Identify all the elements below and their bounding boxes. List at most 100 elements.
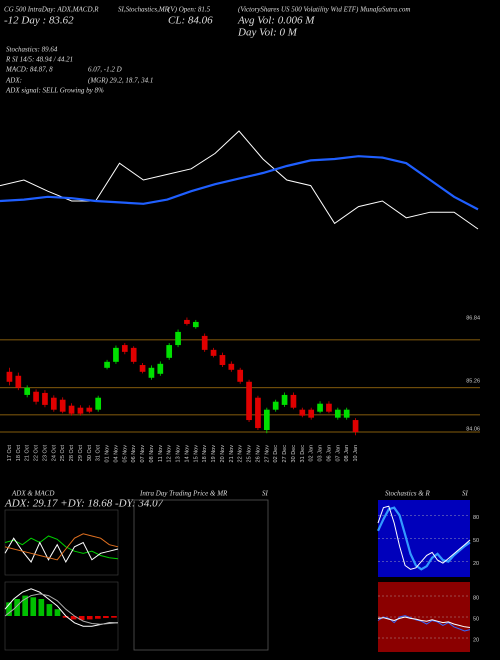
x-tick-label: 29 Oct xyxy=(78,445,84,462)
x-tick-label: 21 Nov xyxy=(229,445,235,463)
series-line xyxy=(4,533,119,561)
header-text: (VictoryShares US 500 Volatility Wtd ETF… xyxy=(238,6,410,14)
x-tick-label: 07 Nov xyxy=(140,445,146,463)
panel-title: SI xyxy=(262,490,269,498)
histogram-bar xyxy=(94,616,101,619)
candle-body xyxy=(255,397,261,429)
candle-body xyxy=(308,409,315,418)
x-tick-label: 17 Oct xyxy=(7,445,13,462)
histogram-bar xyxy=(14,599,20,616)
x-tick-label: 27 Dec xyxy=(282,445,288,463)
histogram-bar xyxy=(62,616,69,618)
x-tick-label: 02 Jan xyxy=(309,445,315,462)
header-text: -12 Day : 83.62 xyxy=(4,15,74,27)
y-tick-label: 50 xyxy=(473,538,479,544)
histogram-bar xyxy=(38,599,45,616)
x-tick-label: 23 Oct xyxy=(42,445,48,462)
candle-body xyxy=(201,335,208,350)
x-tick-label: 22 Oct xyxy=(34,445,40,462)
x-tick-label: 13 Nov xyxy=(176,445,182,463)
x-tick-label: 10 Jan xyxy=(353,445,359,462)
x-tick-label: 31 Oct xyxy=(96,445,102,462)
candle-body xyxy=(228,363,235,370)
x-tick-label: 25 Oct xyxy=(60,445,66,462)
y-tick-label: 50 xyxy=(473,616,479,622)
info-text: ADX signal: SELL Growing by 8% xyxy=(5,87,104,95)
candle-body xyxy=(166,345,173,358)
series-line xyxy=(4,537,119,564)
header-text: Day Vol: 0 M xyxy=(237,27,298,39)
x-tick-label: 27 Nov xyxy=(264,445,270,463)
info-text: R SI 14/5: 48.94 / 44.21 xyxy=(5,56,73,64)
histogram-bar xyxy=(103,616,109,619)
candle-body xyxy=(352,420,359,433)
candle-body xyxy=(237,369,244,382)
x-tick-label: 21 Oct xyxy=(25,445,31,462)
candle-body xyxy=(121,345,128,352)
candle-body xyxy=(157,363,164,374)
candle-body xyxy=(175,331,181,346)
x-tick-label: 08 Nov xyxy=(149,445,155,463)
x-tick-label: 25 Nov xyxy=(247,445,253,463)
candle-body xyxy=(77,407,84,414)
candle-body xyxy=(130,347,137,362)
x-tick-label: 15 Nov xyxy=(193,445,199,463)
histogram-bar xyxy=(78,616,85,621)
series-line xyxy=(0,130,479,230)
candle-body xyxy=(113,347,119,362)
x-tick-label: 07 Jan xyxy=(335,445,341,462)
panel-values: ADX: 29.17 +DY: 18.68 -DY: 34.07 xyxy=(4,498,164,510)
info-text: MACD: 84.87, 8 xyxy=(5,66,53,74)
histogram-bar xyxy=(111,616,117,618)
x-tick-label: 06 Nov xyxy=(131,445,137,463)
series-line xyxy=(377,506,471,571)
candle-body xyxy=(192,321,199,328)
y-tick-label: 80 xyxy=(473,515,479,521)
histogram-bar xyxy=(30,597,37,616)
x-tick-label: 18 Nov xyxy=(202,445,208,463)
panel-title: ADX & MACD xyxy=(11,490,54,498)
header-text: Avg Vol: 0.006 M xyxy=(237,15,315,27)
candle-body xyxy=(326,403,332,412)
panel-title: SI xyxy=(462,490,469,498)
histogram-bar xyxy=(70,616,77,620)
series-line xyxy=(377,616,471,628)
x-tick-label: 20 Nov xyxy=(220,445,226,463)
x-tick-label: 18 Oct xyxy=(16,445,22,462)
candle-body xyxy=(281,394,288,405)
info-text: (MGR) 29.2, 18.7, 34.1 xyxy=(88,77,153,85)
histogram-bar xyxy=(22,595,29,616)
x-tick-label: 11 Nov xyxy=(158,445,164,462)
candle-body xyxy=(148,367,155,378)
series-line xyxy=(0,155,479,211)
x-tick-label: 30 Dec xyxy=(291,445,297,463)
x-tick-label: 30 Oct xyxy=(87,445,93,462)
candle-body xyxy=(272,401,279,410)
candle-body xyxy=(42,392,48,405)
candle-body xyxy=(24,387,31,395)
series-line xyxy=(377,505,471,570)
candle-body xyxy=(334,409,341,418)
candle-body xyxy=(33,391,39,402)
panel-title: Stochastics & R xyxy=(385,490,430,498)
y-tick-label: 85.26 xyxy=(466,378,480,384)
series-line xyxy=(4,588,118,627)
candle-body xyxy=(104,361,110,368)
candle-body xyxy=(210,349,217,356)
histogram-bar xyxy=(46,604,53,616)
intraday-panel xyxy=(133,499,269,651)
candle-body xyxy=(139,365,146,372)
x-tick-label: 01 Nov xyxy=(105,445,111,463)
histogram-bar xyxy=(86,616,93,620)
y-tick-label: 80 xyxy=(473,595,479,601)
x-tick-label: 12 Nov xyxy=(167,445,173,463)
candle-body xyxy=(246,381,252,421)
histogram-bar xyxy=(6,602,12,616)
y-tick-label: 84.06 xyxy=(466,426,480,432)
x-tick-label: 03 Jan xyxy=(318,445,324,462)
candle-body xyxy=(59,399,66,412)
y-tick-label: 86.84 xyxy=(466,315,480,321)
candle-body xyxy=(184,319,190,324)
x-tick-label: 19 Nov xyxy=(211,445,217,463)
